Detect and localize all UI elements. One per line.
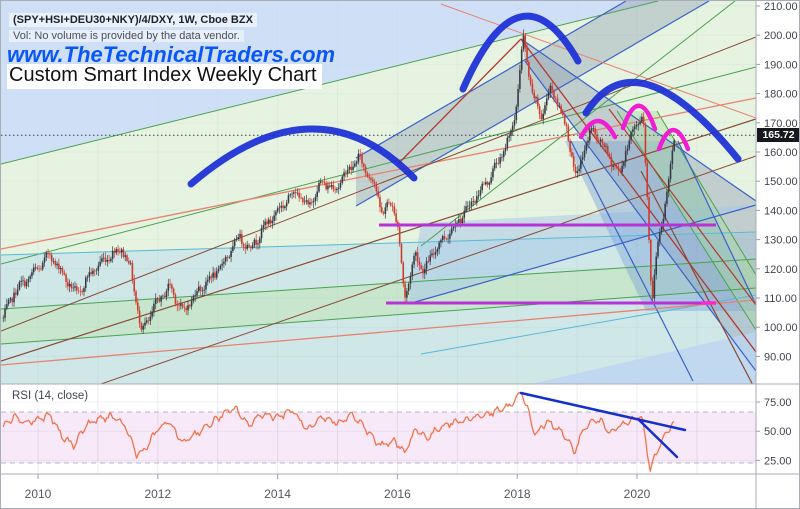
price-tick-label: 90.00 [764,351,792,363]
year-label: 2014 [264,487,291,501]
price-tick-label: 140.00 [764,205,798,217]
rsi-tick-label: 75.00 [764,397,792,409]
symbol-legend[interactable]: (SPY+HSI+DEU30+NKY)/4/DXY, 1W, Cboe BZX [9,13,257,27]
key-levels[interactable] [379,223,716,305]
last-price-badge: 165.72 [757,128,799,142]
watermark-url: www.TheTechnicalTraders.com [7,42,336,67]
green-wedge-low [1,259,756,344]
blue-arc [459,12,582,93]
price-tick-label: 150.00 [764,176,798,188]
price-tick-label: 210.00 [764,1,798,13]
year-label: 2016 [384,487,411,501]
year-label: 2018 [504,487,531,501]
year-label: 2010 [25,487,52,501]
price-tick-label: 100.00 [764,322,798,334]
rsi-panel[interactable] [1,391,756,472]
magenta-arc [620,103,658,132]
blue-arc [187,125,418,188]
magenta-arc [656,127,691,152]
price-tick-label: 180.00 [764,89,798,101]
price-tick-label: 200.00 [764,30,798,42]
rsi-tick-label: 50.00 [764,426,792,438]
big-green-channel [1,1,756,255]
price-tick-label: 190.00 [764,59,798,71]
chart-title: Custom Smart Index Weekly Chart [7,64,322,89]
rsi-tick-label: 25.00 [764,455,792,467]
price-scale[interactable]: 210.00 200.00 190.00 180.00 170.00 160.00 150.… [756,1,798,467]
magenta-arc [578,118,618,140]
candlestick-series[interactable] [2,29,675,334]
rsi-line [2,391,675,472]
year-label: 2012 [144,487,171,501]
rsi-trendline [636,417,679,459]
rsi-trendline [519,391,687,432]
blue-arc [582,78,742,163]
time-scale[interactable]: 2010 2012 2014 2016 2018 2020 [25,474,651,501]
drawn-arcs[interactable] [187,12,742,188]
price-tick-label: 160.00 [764,147,798,159]
bottomright-blue [531,332,756,384]
price-tick-label: 170.00 [764,118,798,130]
price-tick-label: 130.00 [764,235,798,247]
volume-note: Vol: No volume is provided by the data v… [9,30,244,42]
price-tick-label: 120.00 [764,264,798,276]
price-tick-label: 110.00 [764,293,797,305]
rsi-indicator-label[interactable]: RSI (14, close) [9,390,92,402]
year-label: 2020 [624,487,651,501]
